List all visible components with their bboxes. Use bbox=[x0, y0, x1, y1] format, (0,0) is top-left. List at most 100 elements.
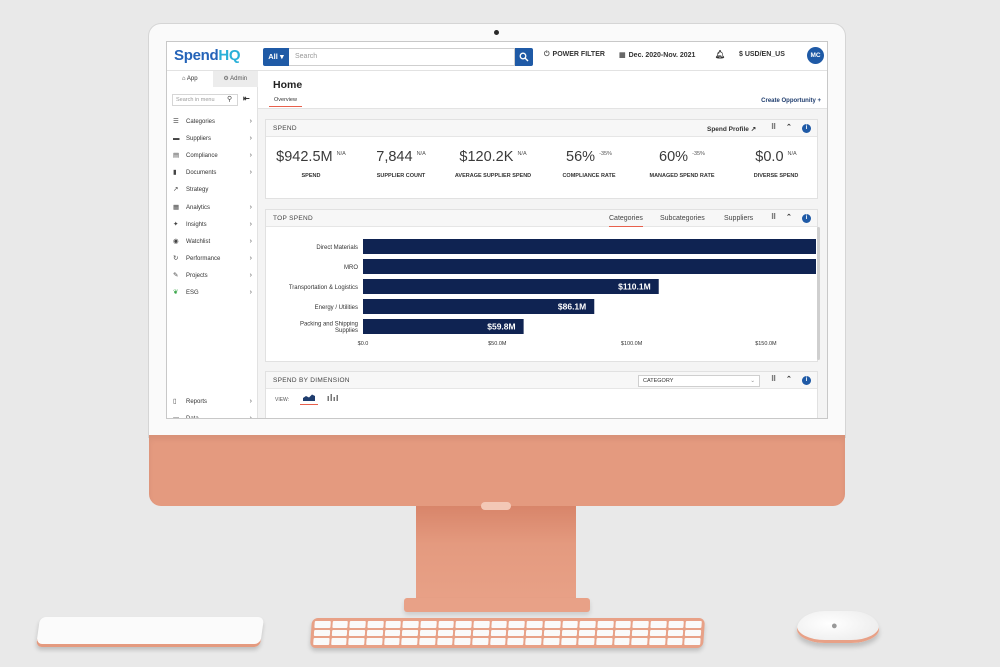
keyboard-key bbox=[472, 638, 489, 645]
keyboard-key bbox=[366, 638, 383, 645]
bell-icon[interactable]: 🔔︎ bbox=[715, 50, 726, 59]
tab-categories[interactable]: Categories bbox=[609, 215, 643, 227]
page-header: Home Overview Create Opportunity + bbox=[258, 71, 827, 109]
top-spend-header: TOP SPEND Categories Subcategories Suppl… bbox=[266, 210, 817, 227]
date-range-button[interactable]: ▦ Dec. 2020-Nov. 2021 bbox=[619, 52, 696, 59]
grid-menu-icon[interactable]: ⠿ bbox=[771, 214, 777, 221]
sidebar-item-performance[interactable]: ↻ Performance › bbox=[172, 253, 254, 265]
insights-icon: ✦ bbox=[173, 220, 179, 228]
search-button[interactable] bbox=[515, 48, 533, 66]
sidebar-item-esg[interactable]: ❦ ESG › bbox=[172, 287, 254, 299]
keyboard-key bbox=[331, 629, 348, 637]
grid-menu-icon[interactable]: ⠿ bbox=[771, 376, 777, 383]
sidebar-search-input[interactable]: Search in menu bbox=[172, 94, 238, 106]
collapse-icon[interactable]: ⌃ bbox=[786, 376, 792, 383]
dimension-select[interactable]: CATEGORY ⌄ bbox=[638, 375, 760, 387]
currency-locale-button[interactable]: $ USD/EN_US bbox=[739, 51, 785, 58]
trackpad bbox=[35, 617, 265, 647]
bar bbox=[363, 239, 816, 254]
monitor-stand bbox=[416, 506, 576, 602]
keyboard-key bbox=[684, 638, 701, 645]
bar-chart-icon[interactable] bbox=[324, 393, 342, 405]
list-icon: ☰ bbox=[173, 118, 179, 125]
area-chart-icon[interactable] bbox=[300, 393, 318, 405]
home-icon: ⌂ bbox=[181, 76, 186, 82]
collapse-icon[interactable]: ⌃ bbox=[786, 214, 792, 221]
avatar[interactable]: MC bbox=[807, 47, 824, 64]
spendhq-logo[interactable]: SpendHQ bbox=[174, 47, 241, 64]
power-filter-button[interactable]: ⏻ POWER FILTER bbox=[544, 51, 605, 58]
sidebar-item-label: Documents bbox=[186, 170, 217, 177]
search-scope-dropdown[interactable]: All ▾ bbox=[263, 48, 289, 66]
chevron-right-icon: › bbox=[249, 118, 252, 125]
keyboard-key bbox=[544, 621, 561, 628]
keyboard-key bbox=[560, 638, 577, 645]
kpi-average-supplier-spend: $120.2K N/A AVERAGE SUPPLIER SPEND bbox=[447, 149, 539, 179]
info-icon[interactable]: i bbox=[802, 376, 811, 385]
power-icon: ⏻ bbox=[544, 51, 550, 58]
search-icon bbox=[519, 52, 529, 62]
tab-overview[interactable]: Overview bbox=[269, 96, 302, 107]
sidebar-item-watchlist[interactable]: ◉ Watchlist › bbox=[172, 236, 254, 248]
sidebar-item-projects[interactable]: ✎ Projects › bbox=[172, 270, 254, 282]
sidebar-item-reports[interactable]: ▯ Reports › bbox=[172, 396, 254, 408]
keyboard-key bbox=[419, 638, 436, 645]
kpi-value: 60% -35% bbox=[659, 149, 705, 165]
bar bbox=[363, 319, 524, 334]
projects-icon: ✎ bbox=[173, 271, 179, 279]
apple-logo-icon: ● bbox=[831, 620, 838, 632]
kpi-value: $0.0 N/A bbox=[755, 149, 797, 165]
keyboard-key bbox=[472, 629, 490, 637]
x-tick-label: $0.0 bbox=[358, 341, 369, 347]
kpi-label: DIVERSE SPEND bbox=[753, 173, 799, 179]
keyboard-key bbox=[367, 621, 384, 628]
keyboard-key bbox=[508, 629, 525, 637]
spend-card: SPEND Spend Profile ↗ ⠿ ⌃ i $942.5M N/A … bbox=[265, 119, 818, 199]
sidebar-item-categories[interactable]: ☰ Categories › bbox=[172, 116, 254, 128]
bar-data-label: $110.1M bbox=[618, 282, 651, 292]
create-opportunity-link[interactable]: Create Opportunity + bbox=[761, 98, 821, 104]
search-input[interactable]: Search bbox=[289, 48, 515, 66]
search-icon[interactable]: ⚲ bbox=[227, 96, 233, 103]
info-icon[interactable]: i bbox=[802, 214, 811, 223]
analytics-icon: ▦ bbox=[173, 203, 180, 211]
sidebar-item-data[interactable]: ▭ Data › bbox=[172, 413, 254, 418]
kpi-change: N/A bbox=[517, 151, 527, 157]
chevron-right-icon: › bbox=[249, 289, 252, 296]
tab-app[interactable]: ⌂ App bbox=[181, 76, 198, 82]
keyboard-key bbox=[597, 621, 614, 628]
chart-scrollbar[interactable] bbox=[817, 227, 820, 360]
kpi-label: COMPLIANCE RATE bbox=[562, 173, 616, 179]
sidebar-item-label: ESG bbox=[186, 290, 199, 296]
sidebar-item-label: Reports bbox=[186, 399, 208, 405]
card-title: SPEND bbox=[273, 125, 297, 132]
card-title: SPEND BY DIMENSION bbox=[273, 377, 350, 384]
tab-suppliers[interactable]: Suppliers bbox=[724, 215, 754, 222]
sidebar-item-insights[interactable]: ✦ Insights › bbox=[172, 219, 254, 231]
keyboard-key bbox=[649, 638, 666, 645]
report-icon: ▯ bbox=[173, 398, 177, 405]
spend-profile-link[interactable]: Spend Profile ↗ bbox=[707, 126, 757, 133]
chevron-right-icon: › bbox=[249, 203, 252, 211]
sidebar-item-compliance[interactable]: ▤ Compliance › bbox=[172, 150, 254, 162]
collapse-icon[interactable]: ⌃ bbox=[786, 124, 792, 131]
gear-icon: ⚙ bbox=[223, 76, 229, 82]
grid-menu-icon[interactable]: ⠿ bbox=[771, 124, 777, 131]
chevron-down-icon: ⌄ bbox=[750, 378, 755, 384]
keyboard-key bbox=[526, 621, 543, 628]
spend-by-dimension-card: SPEND BY DIMENSION CATEGORY ⌄ ⠿ ⌃ i VIEW: bbox=[265, 371, 818, 418]
tab-admin[interactable]: ⚙ Admin bbox=[212, 71, 258, 87]
keyboard-key bbox=[666, 638, 683, 645]
sidebar-item-strategy[interactable]: ↗ Strategy bbox=[172, 184, 254, 196]
card-title: TOP SPEND bbox=[273, 215, 314, 222]
sidebar-item-analytics[interactable]: ▦ Analytics › bbox=[172, 202, 254, 214]
info-icon[interactable]: i bbox=[802, 124, 811, 133]
keyboard-key bbox=[579, 621, 596, 628]
keyboard-key bbox=[614, 621, 632, 628]
sidebar-item-suppliers[interactable]: ▬ Suppliers › bbox=[172, 133, 254, 145]
collapse-sidebar-icon[interactable]: ⇤ bbox=[243, 94, 250, 103]
sidebar-item-documents[interactable]: ▮ Documents › bbox=[172, 167, 254, 179]
tab-subcategories[interactable]: Subcategories bbox=[660, 215, 705, 222]
top-spend-bar-chart: $289.8MDirect Materials$209.6MMRO$110.1M… bbox=[289, 239, 816, 347]
sidebar-item-label: Categories bbox=[186, 119, 216, 125]
